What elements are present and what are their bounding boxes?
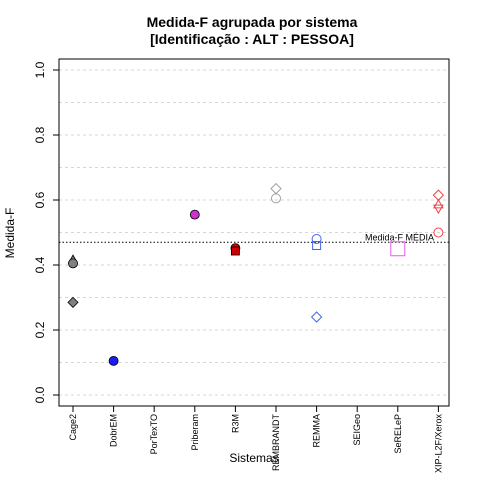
- reference-line-label: Medida-F MÉDIA: [365, 232, 434, 242]
- x-tick-label: REMBRANDT: [271, 414, 281, 472]
- grid-lines: [59, 69, 449, 396]
- x-tick-label: REMMA: [312, 414, 322, 448]
- x-tick-label: SEIGeo: [352, 414, 362, 446]
- data-point: [433, 198, 444, 209]
- chart-subtitle: [Identificação : ALT : PESSOA]: [150, 31, 354, 47]
- data-point: [67, 296, 79, 308]
- data-point: [189, 209, 200, 220]
- data-point: [433, 227, 444, 238]
- data-point: [390, 241, 406, 257]
- x-tick-label: DobrEM: [109, 414, 119, 447]
- reference-line-group: Medida-F MÉDIA: [59, 232, 449, 243]
- x-axis: Cage2 DobrEM PorTexTO Priberam R3M REMBRANDT R…: [68, 406, 443, 473]
- x-tick-label: R3M: [230, 414, 240, 433]
- data-point: [271, 193, 281, 204]
- data-point: [230, 246, 240, 256]
- x-axis-title: Sistemas: [229, 451, 278, 465]
- data-point: [270, 182, 282, 195]
- data-point: [310, 311, 323, 323]
- y-tick-label: 0.4: [33, 256, 47, 273]
- chart-title: Medida-F agrupada por sistema: [147, 14, 358, 30]
- y-tick-label: 1.0: [33, 61, 47, 78]
- plot-frame: [58, 58, 450, 407]
- y-axis: 0.0 0.2 0.4 0.6 0.8 1.0: [33, 61, 59, 403]
- data-point: [68, 258, 78, 269]
- y-tick-label: 0.2: [33, 321, 47, 338]
- data-point: [312, 241, 322, 250]
- data-point: [311, 234, 322, 244]
- x-tick-label: Cage2: [68, 414, 78, 441]
- data-point: [108, 355, 119, 366]
- y-axis-title: Medida-F: [3, 208, 17, 259]
- y-tick-label: 0.6: [33, 191, 47, 208]
- x-tick-label: SeRELeP: [393, 414, 403, 454]
- data-points: [67, 182, 445, 366]
- x-tick-label: Priberam: [190, 414, 200, 451]
- data-point: [432, 189, 445, 201]
- data-point: [433, 204, 444, 215]
- x-tick-label: PorTexTO: [149, 414, 159, 454]
- y-tick-label: 0.0: [33, 386, 47, 403]
- y-tick-label: 0.8: [33, 126, 47, 143]
- x-tick-label: XIP-L2F/Xerox: [433, 414, 443, 474]
